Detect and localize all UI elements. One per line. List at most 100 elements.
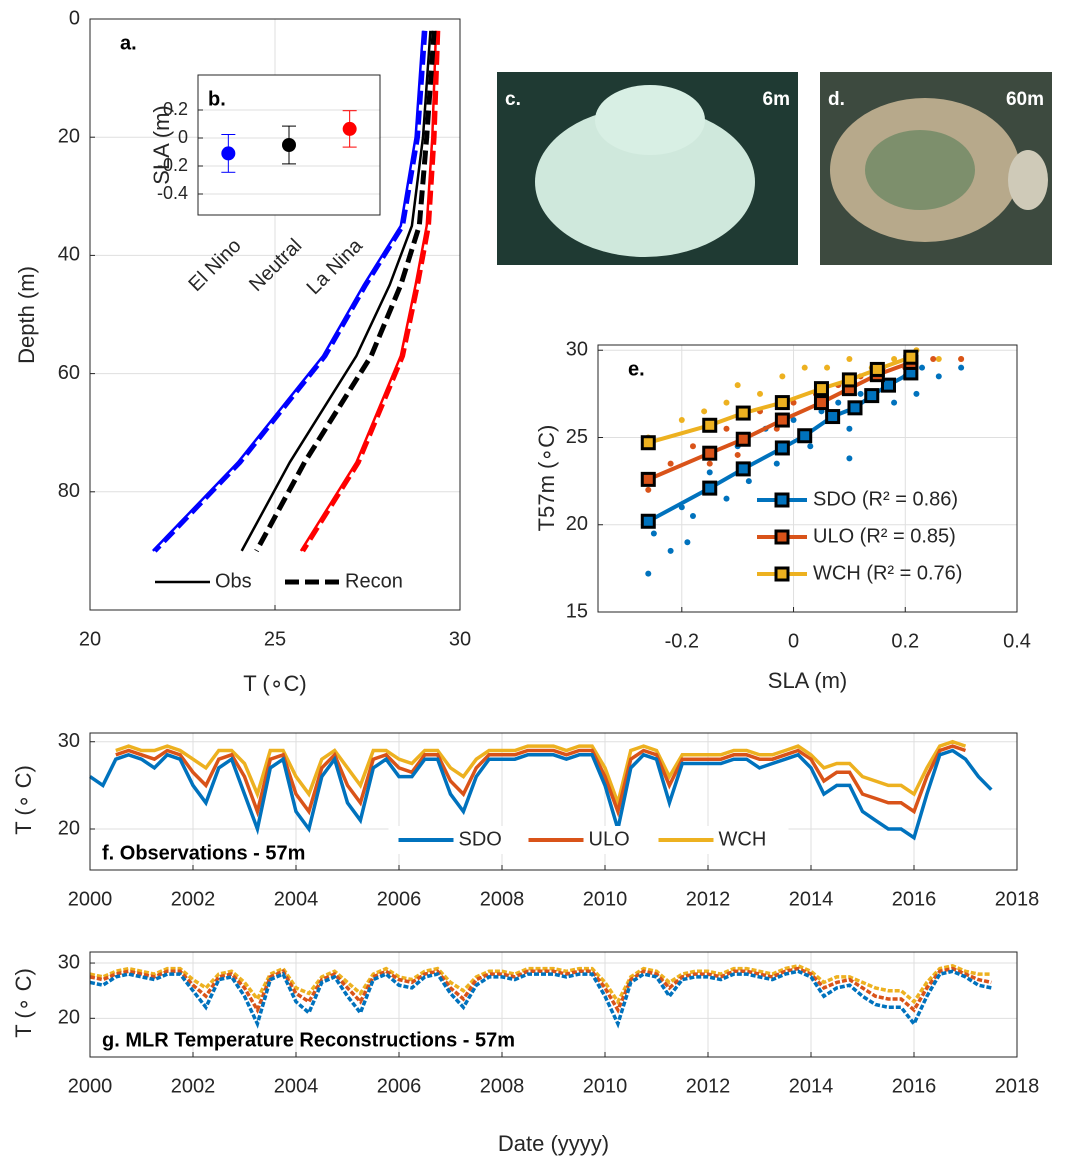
x-tick-label: 2004 [274,888,319,910]
legend-label: ULO (R² = 0.85) [813,525,956,547]
photo-label: c. [505,89,521,110]
panel-label: a. [120,32,137,54]
scatter-point [958,355,965,362]
bin-marker [869,361,885,377]
x-tick-label: 2002 [171,1075,216,1097]
y-tick-label: -0.2 [157,155,188,175]
x-axis-label: T (∘C) [243,671,306,696]
scatter-point [919,364,926,371]
series-line [89,963,992,1006]
x-tick-label: 20 [79,628,101,650]
x-tick-label: 2006 [377,888,422,910]
y-tick-label: 30 [566,339,588,361]
legend-label: Obs [215,570,252,592]
legend-label: SDO [459,828,502,850]
panel-label: e. [628,358,645,380]
panel: -0.2 0 0.2 0.4 15 20 25 30 e. SLA (m) T57m (∘C) SDO… [534,339,1031,693]
photo-depth: 6m [763,89,790,110]
legend-label: WCH [719,828,767,850]
coral [595,85,705,155]
scatter-point [701,408,708,415]
x-tick-label: 2000 [68,1075,113,1097]
y-tick-label: -0.4 [157,183,188,203]
scatter-point [846,355,853,362]
bin-marker [813,381,829,397]
bin-marker [774,440,790,456]
x-tick-label: 30 [449,628,471,650]
bin-marker [813,395,829,411]
x-tick-label: -0.2 [665,630,699,652]
y-tick-label: 30 [58,730,80,752]
y-tick-label: 25 [566,426,588,448]
scatter-point [935,373,942,380]
axes-frame [89,951,1018,1058]
scatter-point [667,460,674,467]
scatter-point [790,417,797,424]
photo-depth: 60m [1006,89,1044,110]
point [342,121,357,136]
scatter-point [958,364,965,371]
panel: 2000 2002 2004 2006 2008 2010 2012 2014 2016 2018… [11,730,1039,910]
x-axis-label: SLA (m) [768,668,847,693]
x-tick-label: 2002 [171,888,216,910]
legend-label: ULO [589,828,630,850]
coral [535,107,755,257]
bin-marker [702,445,718,461]
scatter-point [891,399,898,406]
photo-label: d. [828,89,845,110]
scatter-point [706,469,713,476]
coral [1008,150,1048,210]
x-tick-label: 2014 [789,1075,834,1097]
scatter-point [678,417,685,424]
series-line [115,744,967,818]
y-tick-label: 30 [58,951,80,973]
bin-marker [841,372,857,388]
scatter-point [773,460,780,467]
axes-frame [89,18,461,611]
coral [865,130,975,210]
y-tick-label: 80 [58,480,80,502]
series-line [89,969,992,1029]
y-axis-label: SLA (m) [149,105,174,184]
x-tick-label: 2012 [686,1075,731,1097]
axes-frame [89,732,1018,871]
x-tick-label: 2018 [995,888,1040,910]
series-line [89,966,992,1015]
legend-box [388,826,789,854]
legend-marker [774,529,790,545]
point [221,146,236,161]
photo-d: d. 60m [820,72,1052,265]
y-tick-label: 20 [58,125,80,147]
x-tick-label: 2006 [377,1075,422,1097]
x-tick-label: 2014 [789,888,834,910]
scatter-point [734,451,741,458]
x-tick-label: 0.4 [1003,630,1031,652]
axes-frame [197,74,381,216]
bin-marker [774,395,790,411]
bin-marker [640,513,656,529]
x-tick-label: 0 [788,630,799,652]
scatter-point [891,355,898,362]
scatter-point [734,382,741,389]
scatter-point [913,390,920,397]
x-tick-label: 2000 [68,888,113,910]
scatter-point [846,455,853,462]
bin-marker [903,349,919,365]
scatter-point [723,495,730,502]
panel-label: b. [208,88,226,110]
panel-title: f. Observations - 57m [102,842,305,864]
series-line [300,30,441,553]
plot-marks [640,347,965,577]
plot-marks [89,963,992,1029]
y-tick-label: 15 [566,600,588,622]
y-tick-label: 20 [58,1007,80,1029]
scatter-point [807,443,814,450]
legend-marker [774,492,790,508]
panel: 20 25 30 0 20 40 60 80 a. T (∘C) Depth (m) Obs Recon [14,7,471,696]
bin-marker [702,417,718,433]
bin-marker [881,377,897,393]
bin-marker [702,480,718,496]
scatter-point [667,547,674,554]
x-tick-label: 2008 [480,888,525,910]
